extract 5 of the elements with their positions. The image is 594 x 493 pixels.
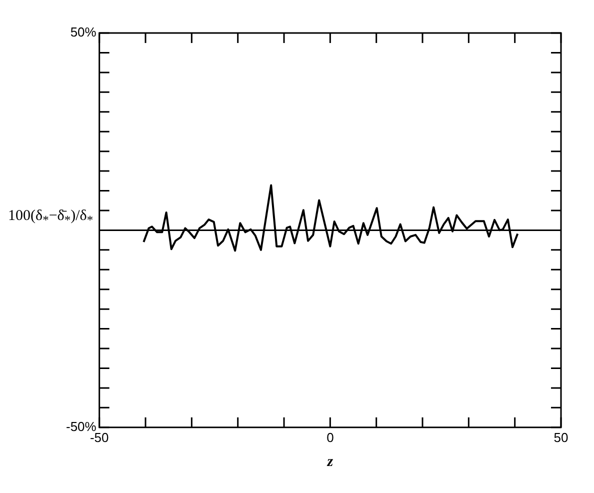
y-axis-title: 100(δ$_{*}$−δ̄$_{*}$)/δ$_{*}$ <box>8 208 94 228</box>
x-axis-title: z <box>326 454 334 470</box>
x-tick-label: 0 <box>326 430 334 445</box>
y-tick-label: 50% <box>70 24 97 40</box>
x-tick-label: 50 <box>554 430 568 445</box>
